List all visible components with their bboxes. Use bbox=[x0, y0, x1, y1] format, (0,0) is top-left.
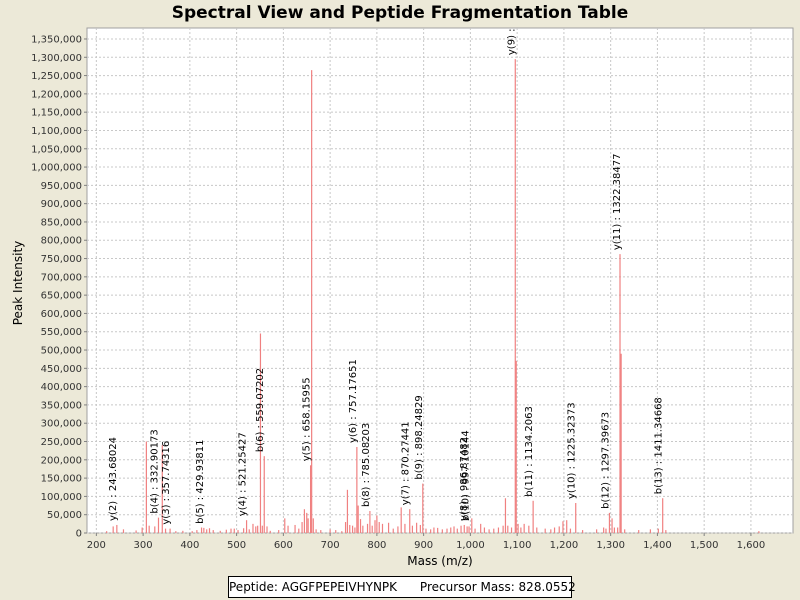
peak-label: b(10) : 997.10144 bbox=[461, 430, 472, 521]
peak-label: b(6) : 559.07202 bbox=[255, 368, 266, 452]
x-tick-label: 1,400 bbox=[643, 540, 672, 551]
plot-area bbox=[86, 27, 794, 534]
y-tick-label: 850,000 bbox=[41, 217, 82, 228]
peak-annotations: y(2) : 243.68024 b(4) : 332.90173 y(3) : 3… bbox=[108, 28, 665, 524]
y-tick-label: 1,100,000 bbox=[31, 126, 82, 137]
x-tick-label: 1,000 bbox=[456, 540, 485, 551]
peak-label: y(2) : 243.68024 bbox=[108, 437, 119, 521]
x-tick-label: 900 bbox=[414, 540, 433, 551]
y-tick-label: 1,350,000 bbox=[31, 34, 82, 45]
x-tick-label: 600 bbox=[274, 540, 293, 551]
x-tick-label: 1,600 bbox=[737, 540, 766, 551]
peak-label: y(4) : 521.25427 bbox=[238, 432, 249, 516]
y-tick-label: 50,000 bbox=[47, 510, 82, 521]
x-tick-label: 1,100 bbox=[503, 540, 532, 551]
y-axis-label: Peak Intensity bbox=[11, 241, 25, 326]
legend-box: Peptide: AGGFPEPEIVHYNPK Precursor Mass:… bbox=[228, 576, 576, 598]
y-tick-label: 300,000 bbox=[41, 419, 82, 430]
y-tick-label: 600,000 bbox=[41, 309, 82, 320]
grid bbox=[87, 28, 793, 534]
y-tick-label: 800,000 bbox=[41, 236, 82, 247]
y-tick-label: 0 bbox=[76, 529, 82, 540]
y-tick-label: 1,000,000 bbox=[31, 163, 82, 174]
y-tick-label: 250,000 bbox=[41, 437, 82, 448]
peak-label: b(5) : 429.93811 bbox=[195, 440, 206, 524]
x-tick-label: 800 bbox=[367, 540, 386, 551]
peaks bbox=[106, 59, 760, 533]
y-tick-label: 1,200,000 bbox=[31, 89, 82, 100]
y-tick-label: 350,000 bbox=[41, 400, 82, 411]
y-tick-label: 1,300,000 bbox=[31, 53, 82, 64]
legend-peptide: Peptide: AGGFPEPEIVHYNPK bbox=[229, 580, 398, 594]
peak-label: b(4) : 332.90173 bbox=[149, 429, 160, 513]
peak-label: y(8) : 986.87482 bbox=[459, 437, 470, 521]
legend-precursor: Precursor Mass: 828.0552 bbox=[419, 580, 576, 594]
peak-label: y(6) : 757.17651 bbox=[348, 359, 359, 443]
x-tick-label: 300 bbox=[134, 540, 153, 551]
y-tick-label: 500,000 bbox=[41, 346, 82, 357]
peak-label: b(9) : 898.24829 bbox=[414, 395, 425, 479]
x-tick-label: 500 bbox=[227, 540, 246, 551]
y-tick-label: 1,250,000 bbox=[31, 71, 82, 82]
peak-label: y(5) : 658.15955 bbox=[302, 377, 313, 461]
y-tick-label: 400,000 bbox=[41, 382, 82, 393]
x-tick-label: 1,500 bbox=[690, 540, 719, 551]
peak-label: b(11) : 1134.2063 bbox=[524, 406, 535, 497]
peak-label: y(7) : 870.27441 bbox=[401, 421, 412, 505]
x-tick-label: 400 bbox=[180, 540, 199, 551]
y-tick-label: 900,000 bbox=[41, 199, 82, 210]
peak-label: y(11) : 1322.38477 bbox=[612, 154, 623, 251]
x-tick-label: 200 bbox=[87, 540, 106, 551]
x-axis: 200 300 400 500 600 700 800 900 1,000 1,100 1,200 1… bbox=[87, 533, 765, 551]
chart-title: Spectral View and Peptide Fragmentation … bbox=[171, 3, 629, 23]
y-tick-label: 200,000 bbox=[41, 455, 82, 466]
y-tick-label: 950,000 bbox=[41, 181, 82, 192]
x-tick-label: 700 bbox=[321, 540, 340, 551]
peak-label: b(12) : 1297.39673 bbox=[600, 412, 611, 509]
y-tick-label: 450,000 bbox=[41, 364, 82, 375]
y-tick-label: 550,000 bbox=[41, 327, 82, 338]
y-axis: 0 50,000 100,000 150,000 200,000 250,000 300,0… bbox=[31, 34, 87, 540]
y-tick-label: 650,000 bbox=[41, 291, 82, 302]
peak-label: y(3) : 357.74316 bbox=[161, 441, 172, 525]
peak-label: y(10) : 1225.32373 bbox=[567, 402, 578, 499]
x-tick-label: 1,300 bbox=[596, 540, 625, 551]
x-tick-label: 1,200 bbox=[550, 540, 579, 551]
peak-label: b(13) : 1411.34668 bbox=[654, 397, 665, 494]
y-tick-label: 100,000 bbox=[41, 492, 82, 503]
y-tick-label: 750,000 bbox=[41, 254, 82, 265]
y-tick-label: 700,000 bbox=[41, 272, 82, 283]
y-tick-label: 1,050,000 bbox=[31, 144, 82, 155]
peak-label: y(9) : bbox=[506, 28, 517, 55]
y-tick-label: 1,150,000 bbox=[31, 108, 82, 119]
peak-label: b(8) : 785.08203 bbox=[361, 423, 372, 507]
y-tick-label: 150,000 bbox=[41, 474, 82, 485]
x-axis-label: Mass (m/z) bbox=[407, 554, 472, 568]
